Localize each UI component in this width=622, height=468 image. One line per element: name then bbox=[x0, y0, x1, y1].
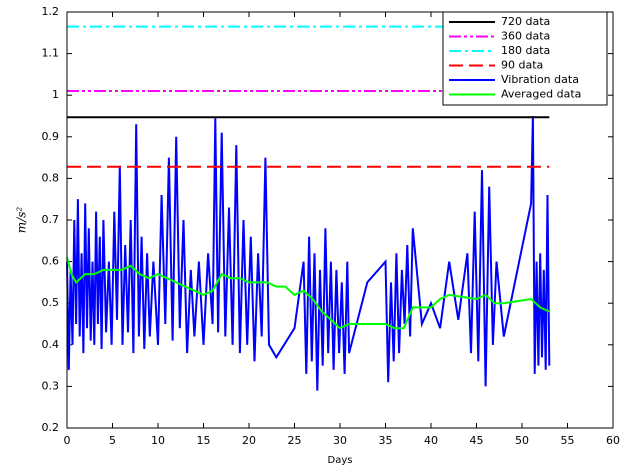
y-tick-label: 0.5 bbox=[42, 296, 60, 309]
y-tick-label: 0.7 bbox=[42, 213, 60, 226]
series-line bbox=[66, 115, 551, 391]
x-tick-label: 0 bbox=[64, 434, 71, 447]
series-line bbox=[66, 257, 550, 330]
x-tick-label: 15 bbox=[197, 434, 211, 447]
y-axis-label: m/s² bbox=[15, 207, 29, 234]
legend-label: 360 data bbox=[501, 30, 550, 43]
x-tick-label: 55 bbox=[561, 434, 575, 447]
y-tick-label: 0.3 bbox=[42, 379, 60, 392]
x-tick-label: 45 bbox=[470, 434, 484, 447]
x-tick-label: 40 bbox=[424, 434, 438, 447]
x-tick-label: 20 bbox=[242, 434, 256, 447]
plot-frame bbox=[66, 11, 614, 429]
legend-label: Vibration data bbox=[501, 73, 579, 86]
y-tick-label: 1.1 bbox=[42, 47, 60, 60]
legend-box bbox=[442, 11, 608, 106]
x-tick-label: 50 bbox=[515, 434, 529, 447]
x-tick-label: 60 bbox=[606, 434, 620, 447]
x-tick-label: 30 bbox=[333, 434, 347, 447]
y-tick-label: 0.2 bbox=[42, 421, 60, 434]
x-tick-label: 35 bbox=[379, 434, 393, 447]
y-tick-label: 1 bbox=[52, 88, 59, 101]
y-tick-label: 0.6 bbox=[42, 255, 60, 268]
legend-label: 90 data bbox=[501, 59, 543, 72]
y-tick-label: 0.8 bbox=[42, 171, 60, 184]
legend-label: Averaged data bbox=[501, 88, 581, 101]
x-axis-label: Days bbox=[328, 455, 353, 466]
x-tick-label: 25 bbox=[288, 434, 302, 447]
y-tick-label: 0.4 bbox=[42, 338, 60, 351]
x-tick-label: 5 bbox=[109, 434, 116, 447]
x-tick-label: 10 bbox=[151, 434, 165, 447]
y-tick-label: 0.9 bbox=[42, 130, 60, 143]
y-tick-label: 1.2 bbox=[42, 5, 60, 18]
legend-label: 180 data bbox=[501, 44, 550, 57]
legend-label: 720 data bbox=[501, 15, 550, 28]
